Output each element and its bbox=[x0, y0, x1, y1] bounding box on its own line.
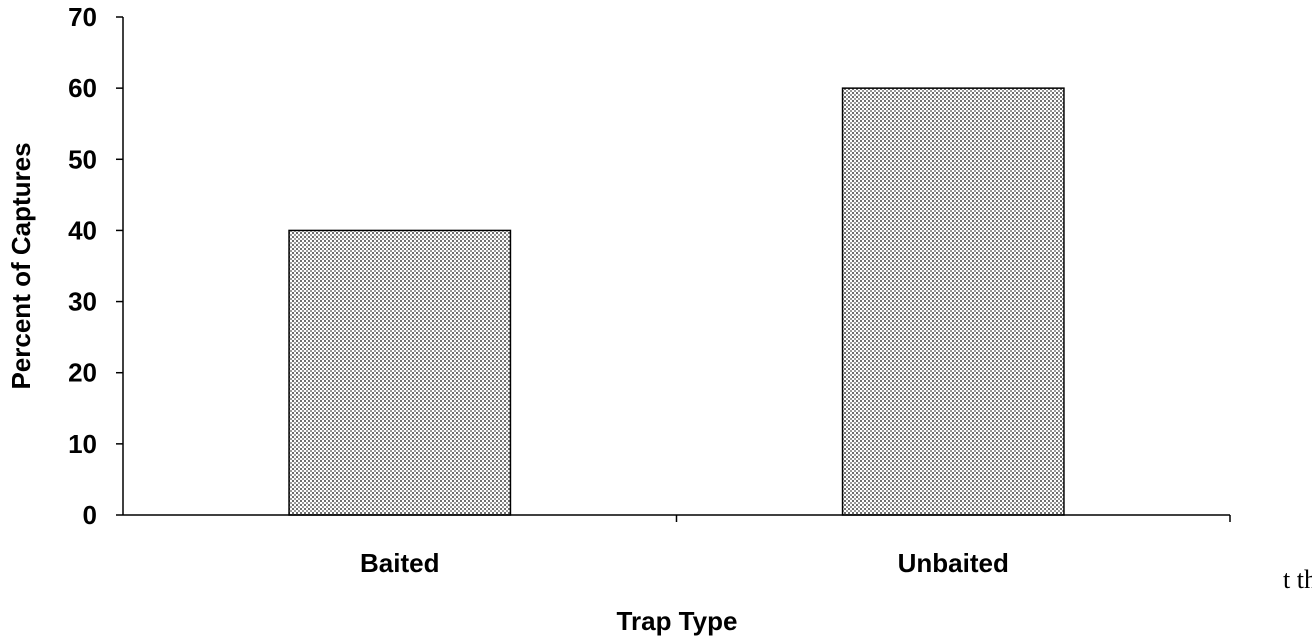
y-ticks: 0 10 20 30 40 50 60 70 bbox=[68, 2, 123, 530]
y-tick-label: 40 bbox=[68, 215, 97, 245]
y-tick-label: 20 bbox=[68, 358, 97, 388]
y-tick-label: 30 bbox=[68, 287, 97, 317]
y-tick-label: 0 bbox=[83, 500, 97, 530]
x-category-label: Unbaited bbox=[898, 548, 1009, 578]
bars-layer bbox=[288, 87, 1065, 516]
x-ticks: Baited Unbaited bbox=[360, 515, 1231, 578]
y-tick-label: 60 bbox=[68, 73, 97, 103]
bar-baited bbox=[288, 229, 512, 516]
y-tick-label: 50 bbox=[68, 144, 97, 174]
y-tick-label: 70 bbox=[68, 2, 97, 32]
x-category-label: Baited bbox=[360, 548, 439, 578]
bar-unbaited bbox=[841, 87, 1065, 516]
y-axis-title: Percent of Captures bbox=[6, 142, 36, 389]
stray-text-fragment: t the bbox=[1283, 565, 1312, 594]
x-axis-title: Trap Type bbox=[617, 606, 738, 636]
y-tick-label: 10 bbox=[68, 429, 97, 459]
